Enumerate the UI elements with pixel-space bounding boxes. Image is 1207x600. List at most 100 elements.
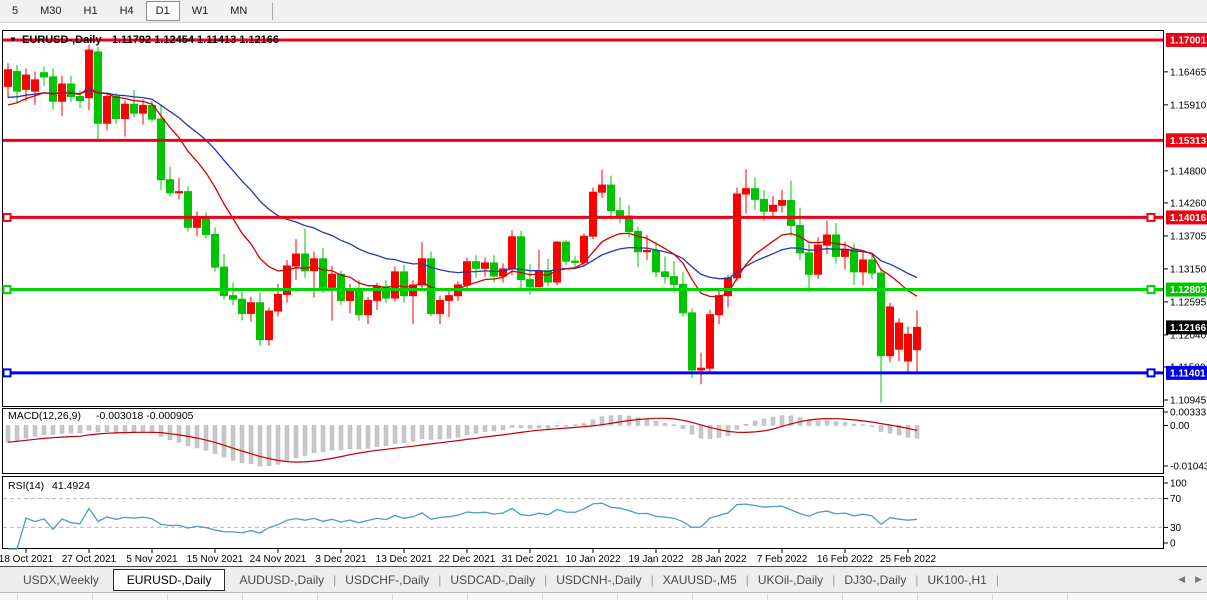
timeframe-button-5[interactable]: 5 — [12, 5, 19, 17]
candle — [760, 198, 768, 212]
candle — [508, 236, 516, 270]
macd-histogram-bar — [203, 425, 209, 451]
macd-histogram-bar — [455, 425, 461, 438]
macd-histogram-bar — [347, 425, 353, 450]
timeframe-button-d1[interactable]: D1 — [145, 1, 180, 21]
macd-histogram-bar — [437, 425, 443, 440]
rsi-layer — [3, 498, 1163, 550]
tab-ukoil-daily[interactable]: UKOil-,Daily — [757, 572, 824, 587]
horizontal-lines-layer[interactable] — [2, 38, 1163, 378]
tab-usdchf-daily[interactable]: USDCHF-,Daily — [345, 572, 430, 587]
candle — [400, 271, 408, 297]
tabs-scroll-right-icon[interactable]: ▶ — [1195, 574, 1202, 584]
ma-fast-line — [7, 86, 918, 298]
symbol-dropdown-icon[interactable]: ▼ — [9, 35, 17, 44]
macd-histogram-bar — [716, 425, 722, 438]
rsi-axis-label: 100 — [1170, 479, 1187, 490]
timeframe-button-mn[interactable]: MN — [230, 5, 248, 17]
tab-usdcnh-daily[interactable]: USDCNH-,Daily — [556, 572, 642, 587]
price-badge-label: 1.11401 — [1170, 368, 1206, 379]
date-label: 7 Feb 2022 — [757, 554, 808, 565]
tab-usdcad-daily[interactable]: USDCAD-,Daily — [450, 572, 536, 587]
macd-histogram-bar — [914, 425, 920, 439]
macd-histogram-bar — [878, 425, 884, 432]
timeframe-button-m30[interactable]: M30 — [40, 5, 62, 17]
price-tick-label: 1.13150 — [1170, 264, 1207, 275]
tab-eurusd-daily[interactable]: EURUSD-,Daily — [112, 568, 226, 591]
macd-histogram-bar — [842, 422, 848, 426]
date-axis[interactable]: 18 Oct 2021 27 Oct 2021 5 Nov 2021 15 Nov 2… — [0, 549, 937, 565]
line-handle[interactable] — [1146, 285, 1156, 295]
timeframe-button-h4[interactable]: H4 — [119, 5, 134, 17]
macd-histogram-bar — [689, 425, 695, 435]
candle — [427, 258, 435, 314]
tabs-scroll-left-icon[interactable]: ◀ — [1178, 574, 1186, 584]
candle — [526, 279, 534, 288]
macd-axis-label: 0.00 — [1170, 421, 1190, 432]
macd-histogram-bar — [284, 425, 290, 462]
macd-histogram-bar — [266, 425, 272, 467]
macd-histogram-bar — [473, 425, 479, 434]
macd-histogram-bar — [356, 425, 362, 450]
candle — [643, 249, 651, 253]
candle — [229, 295, 237, 300]
line-handle[interactable] — [2, 212, 12, 222]
macd-histogram-bar — [176, 425, 182, 443]
date-label: 28 Jan 2022 — [691, 554, 746, 565]
line-handle[interactable] — [2, 368, 12, 378]
candle — [472, 261, 480, 269]
price-axis[interactable]: 1.16465 1.15910 1.14800 1.14260 1.13705 1.131… — [1163, 32, 1207, 550]
macd-histogram-bar — [32, 425, 38, 437]
line-handle[interactable] — [2, 285, 12, 295]
candles-layer — [4, 44, 921, 403]
macd-histogram-bar — [698, 425, 704, 439]
candle — [733, 193, 741, 279]
line-handle[interactable] — [1146, 368, 1156, 378]
candle — [220, 266, 228, 297]
rsi-pane[interactable] — [2, 476, 1164, 549]
macd-histogram-bar — [68, 425, 74, 434]
macd-histogram-bar — [167, 425, 173, 441]
macd-histogram-bar — [572, 424, 578, 426]
candle — [589, 191, 597, 237]
macd-histogram-bar — [113, 425, 119, 433]
price-badge-label: 1.12166 — [1170, 323, 1207, 334]
macd-histogram-bar — [752, 420, 758, 426]
tab-separator: | — [544, 572, 548, 587]
line-handle[interactable] — [1146, 212, 1156, 222]
timeframe-button-w1[interactable]: W1 — [191, 5, 209, 17]
candle — [310, 258, 318, 272]
candle — [706, 314, 714, 369]
candle — [211, 233, 219, 268]
macd-histogram-bar — [824, 420, 830, 426]
date-label: 3 Dec 2021 — [315, 554, 367, 565]
price-tick-label: 1.10945 — [1170, 395, 1207, 406]
candle — [742, 188, 750, 195]
date-label: 19 Jan 2022 — [628, 554, 683, 565]
date-label: 18 Oct 2021 — [0, 554, 54, 565]
macd-histogram-bar — [815, 420, 821, 426]
bottom-scroll-strip[interactable] — [0, 592, 1207, 600]
macd-axis-label: -0.010439 — [1170, 462, 1207, 473]
candle — [382, 286, 390, 299]
tab-xauusd-m5[interactable]: XAUUSD-,M5 — [662, 572, 737, 587]
tab-separator: | — [995, 572, 999, 587]
strip-mark — [917, 594, 918, 600]
macd-histogram-bar — [545, 425, 551, 429]
tab-uk100-h1[interactable]: UK100-,H1 — [927, 572, 987, 587]
timeframe-button-h1[interactable]: H1 — [83, 5, 98, 17]
candle — [283, 265, 291, 295]
tab-usdx-weekly[interactable]: USDX,Weekly — [23, 572, 99, 587]
macd-histogram-bar — [50, 425, 56, 435]
macd-histogram-bar — [158, 425, 164, 437]
tab-dj30-daily[interactable]: DJ30-,Daily — [844, 572, 907, 587]
candle — [823, 234, 831, 246]
tab-audusd-daily[interactable]: AUDUSD-,Daily — [239, 572, 325, 587]
macd-histogram-bar — [482, 425, 488, 432]
candle — [562, 241, 570, 262]
macd-axis-label: 0.003331 — [1170, 408, 1207, 419]
price-tick-label: 1.13705 — [1170, 231, 1207, 242]
macd-histogram-bar — [671, 424, 677, 426]
candle — [769, 204, 777, 212]
